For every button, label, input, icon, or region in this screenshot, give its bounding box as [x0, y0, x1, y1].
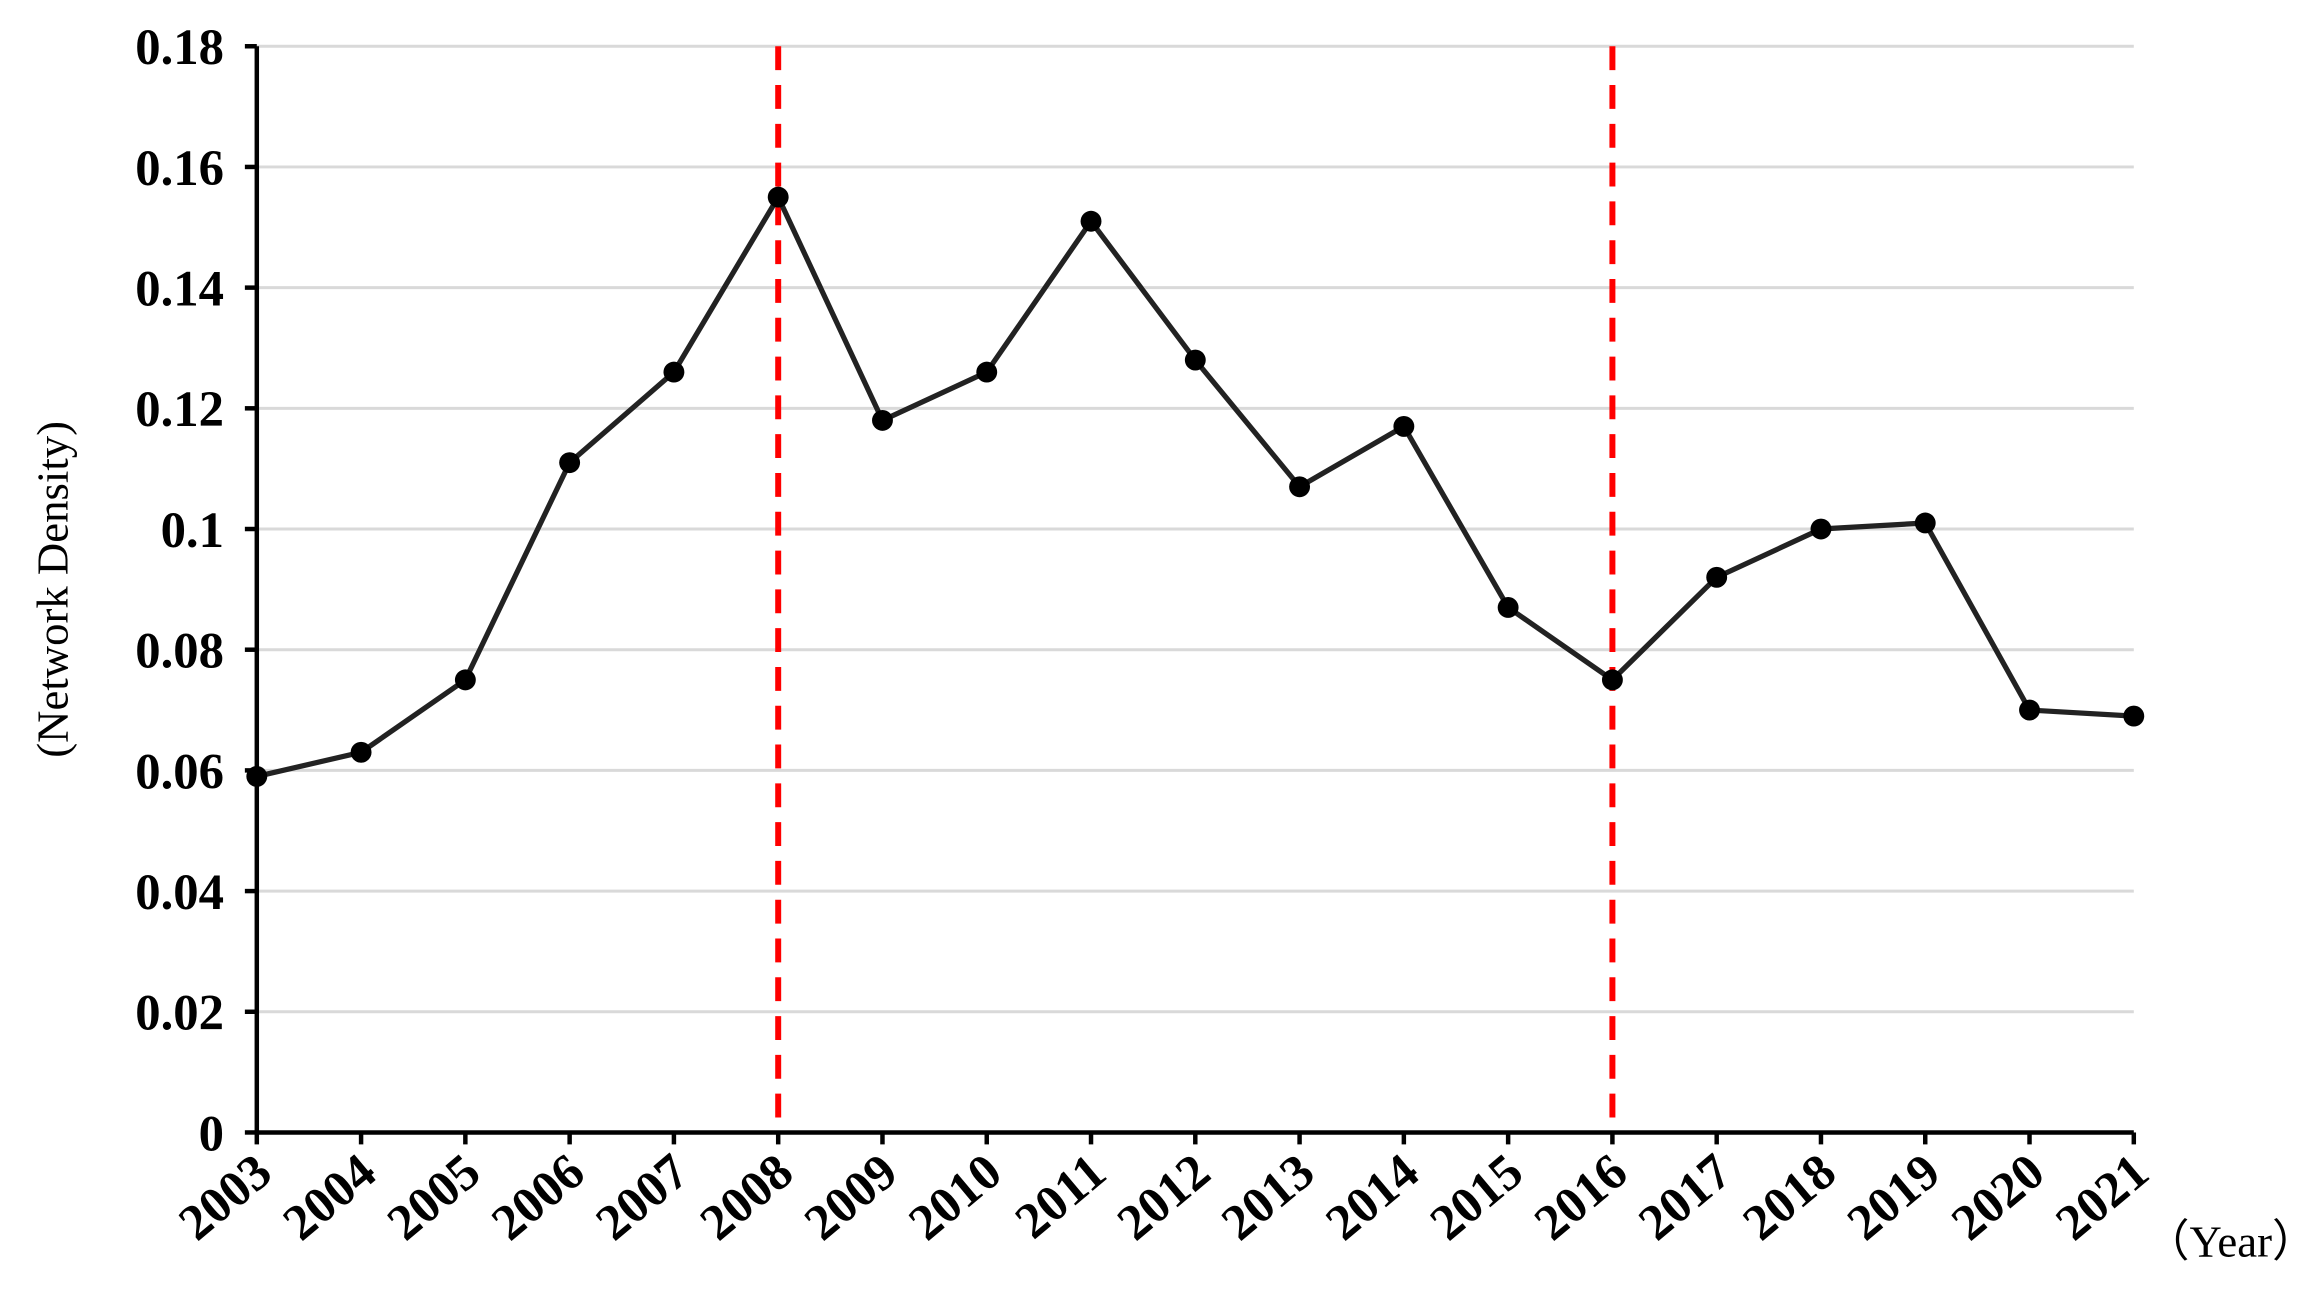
data-point [1289, 476, 1311, 498]
x-tick-label: 2003 [168, 1143, 282, 1251]
data-point [1080, 210, 1102, 232]
data-point [2123, 705, 2145, 727]
y-tick-label: 0.08 [135, 623, 224, 679]
x-tick-label: 2018 [1732, 1143, 1846, 1251]
data-point [2019, 699, 2040, 721]
data-point [350, 741, 372, 763]
data-point [976, 361, 998, 383]
y-tick-label: 0.1 [161, 502, 224, 558]
x-tick-label: 2021 [2045, 1143, 2159, 1251]
y-tick-label: 0.02 [135, 985, 224, 1041]
y-tick-label: 0.18 [135, 19, 224, 75]
y-tick-label: 0.12 [135, 381, 224, 437]
data-point [1601, 669, 1623, 691]
x-tick-label: 2006 [481, 1143, 595, 1251]
data-point [1497, 597, 1519, 618]
x-tick-label: 2007 [585, 1143, 699, 1251]
data-line [256, 191, 2134, 779]
x-tick-label: 2011 [1004, 1143, 1116, 1249]
data-point [872, 409, 893, 431]
x-tick-label: 2013 [1211, 1143, 1325, 1251]
y-tick-label: 0.16 [135, 140, 224, 196]
x-axis-label: （Year） [2145, 1216, 2316, 1266]
data-point [767, 186, 789, 208]
x-tick-label: 2019 [1837, 1143, 1951, 1251]
data-point [1184, 349, 1206, 371]
y-axis-label: (Network Density) [27, 421, 77, 758]
x-tick-label: 2004 [272, 1143, 386, 1251]
x-tick-label: 2005 [377, 1143, 491, 1251]
x-tick-label: 2015 [1419, 1143, 1533, 1251]
x-tick-label: 2014 [1315, 1143, 1429, 1251]
data-point [663, 361, 685, 383]
x-tick-label: 2020 [1941, 1143, 2055, 1251]
data-point [1706, 566, 1728, 588]
x-tick-label: 2016 [1524, 1143, 1638, 1251]
data-point [1393, 415, 1415, 437]
x-tick-label: 2009 [794, 1143, 908, 1251]
x-tick-label: 2008 [689, 1143, 803, 1251]
y-tick-label: 0.04 [135, 864, 224, 920]
x-tick-label: 2017 [1628, 1143, 1742, 1251]
y-tick-label: 0 [199, 1105, 224, 1161]
x-tick-label: 2012 [1107, 1143, 1221, 1251]
data-point [1810, 518, 1832, 540]
data-point [454, 669, 476, 691]
y-tick-label: 0.14 [135, 261, 224, 317]
y-tick-label: 0.06 [135, 743, 224, 799]
data-point [559, 452, 581, 474]
x-tick-label: 2010 [898, 1143, 1012, 1251]
data-point [1914, 512, 1936, 534]
data-point [246, 765, 268, 787]
